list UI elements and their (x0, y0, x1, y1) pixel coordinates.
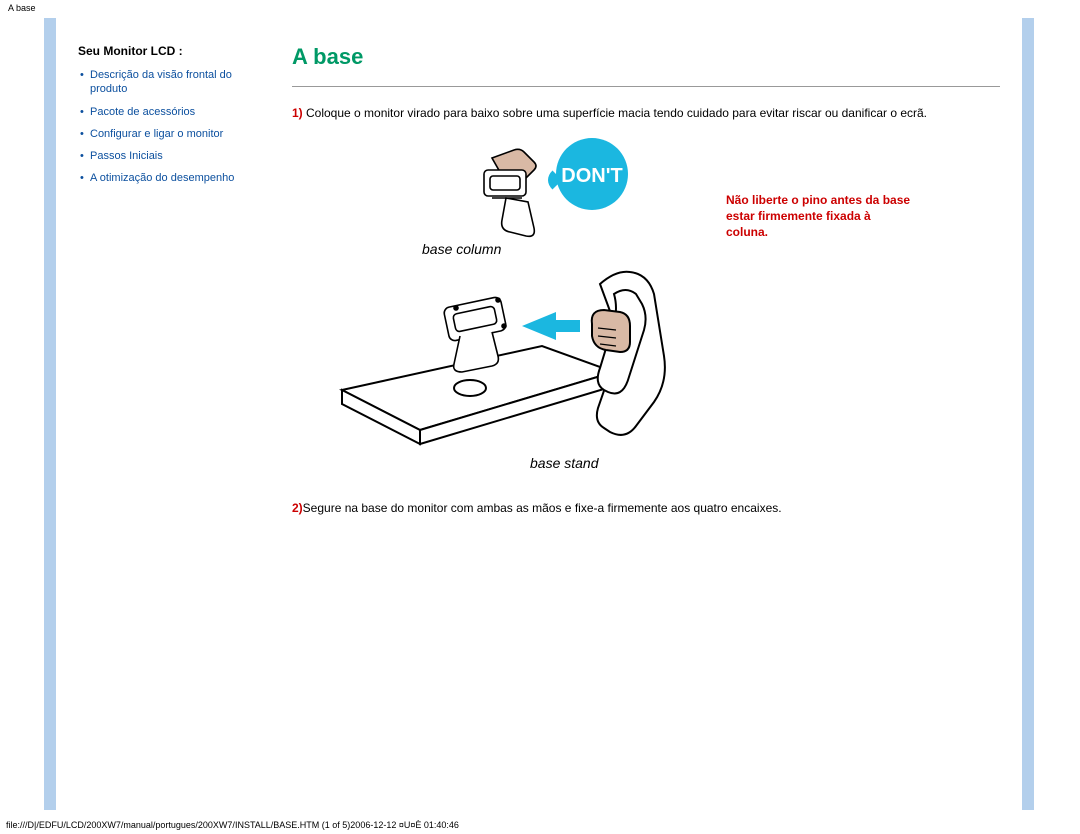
sidebar-item-front-view: Descrição da visão frontal do produto (78, 68, 268, 97)
step-2-body: Segure na base do monitor com ambas as m… (303, 501, 782, 515)
sidebar-link-accessories[interactable]: Pacote de acessórios (90, 106, 195, 118)
sidebar-item-initial: Passos Iniciais (78, 149, 268, 163)
top-label: A base (0, 0, 1080, 16)
arrow-icon (522, 312, 580, 340)
content-area: Seu Monitor LCD : Descrição da visão fro… (56, 18, 1022, 810)
base-illustration: DON'T base column (292, 136, 712, 476)
sidebar: Seu Monitor LCD : Descrição da visão fro… (78, 44, 278, 800)
monitor-face-down (342, 296, 614, 444)
sidebar-item-optimize: A otimização do desempenho (78, 171, 268, 185)
sidebar-item-accessories: Pacote de acessórios (78, 105, 268, 119)
step-1-number: 1) (292, 106, 303, 120)
step-1-body: Coloque o monitor virado para baixo sobr… (303, 106, 927, 120)
sidebar-link-initial[interactable]: Passos Iniciais (90, 150, 163, 162)
step-2-text: 2)Segure na base do monitor com ambas as… (292, 500, 1000, 517)
main-content: A base 1) Coloque o monitor virado para … (278, 44, 1000, 800)
dont-badge: DON'T (553, 138, 628, 210)
sidebar-link-optimize[interactable]: A otimização do desempenho (90, 172, 234, 184)
sidebar-item-configure: Configurar e ligar o monitor (78, 127, 268, 141)
base-stand-hand (592, 272, 665, 435)
sidebar-title: Seu Monitor LCD : (78, 44, 268, 58)
step-1-text: 1) Coloque o monitor virado para baixo s… (292, 105, 1000, 122)
sidebar-list: Descrição da visão frontal do produto Pa… (78, 68, 268, 186)
step-2-number: 2) (292, 501, 303, 515)
sidebar-link-front-view[interactable]: Descrição da visão frontal do produto (90, 69, 232, 95)
sidebar-link-configure[interactable]: Configurar e ligar o monitor (90, 128, 223, 140)
hand-column-detail (484, 149, 536, 236)
svg-text:DON'T: DON'T (561, 165, 622, 187)
page-frame: Seu Monitor LCD : Descrição da visão fro… (44, 18, 1034, 810)
left-border-strip (44, 18, 56, 810)
right-border-strip (1022, 18, 1034, 810)
label-base-stand: base stand (530, 455, 600, 471)
footer-file-path: file:///D|/EDFU/LCD/200XW7/manual/portug… (6, 820, 459, 830)
label-base-column: base column (422, 241, 502, 257)
title-divider (292, 86, 1000, 87)
figure-block: DON'T base column (292, 136, 1000, 476)
page-title: A base (292, 44, 1000, 70)
warning-text: Não liberte o pino antes da base estar f… (726, 192, 916, 241)
